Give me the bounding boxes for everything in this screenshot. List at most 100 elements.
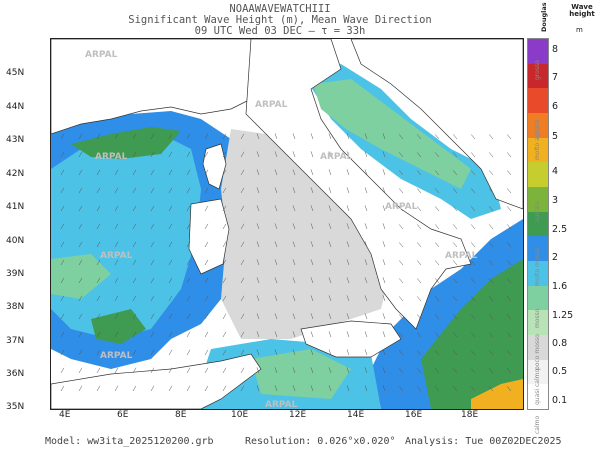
- wave-arrow: [434, 224, 440, 230]
- italian-peninsula: [245, 39, 472, 330]
- wave-arrow: [398, 368, 404, 374]
- wave-arrow: [310, 385, 314, 392]
- wave-arrow: [382, 169, 386, 176]
- wave-arrow: [382, 259, 386, 266]
- wave-arrow: [328, 151, 332, 158]
- wave-arrow: [60, 187, 65, 194]
- wave-arrow: [204, 385, 209, 392]
- wave-arrow: [186, 349, 191, 356]
- wave-arrow: [204, 349, 209, 356]
- legend-color-band: [528, 310, 548, 335]
- corsica: [202, 143, 227, 190]
- wave-arrow: [346, 295, 350, 302]
- lon-label: 10E: [231, 410, 249, 420]
- wave-arrow: [114, 313, 119, 320]
- legend-value: 2: [552, 252, 559, 263]
- wave-arrow: [398, 296, 404, 302]
- wave-arrow: [416, 188, 422, 194]
- wave-arrow: [204, 223, 209, 230]
- wave-arrow: [96, 367, 101, 374]
- wave-arrow: [346, 259, 350, 266]
- legend-color-band: [528, 63, 548, 89]
- wave-arrow: [168, 205, 173, 212]
- wave-arrow: [506, 224, 512, 230]
- wave-arrow: [310, 151, 314, 158]
- wave-arrow: [150, 367, 155, 374]
- wave-arrow: [470, 224, 476, 230]
- north-africa: [51, 353, 262, 409]
- legend-value: 4: [552, 166, 559, 177]
- wave-arrow: [506, 296, 512, 302]
- wave-arrow: [78, 151, 83, 158]
- wave-arrow: [78, 259, 83, 266]
- model-info: Model: ww3ita_2025120200.grb: [45, 436, 214, 447]
- wave-arrow: [506, 134, 512, 140]
- wave-arrow: [256, 169, 260, 176]
- legend-value: 6: [552, 101, 559, 112]
- wave-arrow: [240, 349, 245, 356]
- wave-arrow: [78, 295, 83, 302]
- wave-arrow: [452, 188, 458, 194]
- wave-arrow: [292, 151, 296, 158]
- wave-arrow: [328, 331, 332, 338]
- wave-arrow: [114, 349, 119, 356]
- wave-arrow: [114, 331, 119, 338]
- wave-arrow: [222, 133, 227, 140]
- wave-arrow: [416, 386, 422, 392]
- wave-arrow: [382, 367, 386, 374]
- wave-arrow: [274, 205, 278, 212]
- wave-arrow: [274, 295, 278, 302]
- legend-color-band: [528, 211, 548, 237]
- wave-arrow: [132, 187, 137, 194]
- wave-arrow: [168, 151, 173, 158]
- wave-arrow: [240, 313, 245, 320]
- wave-arrow: [398, 134, 404, 140]
- wave-arrow: [416, 170, 422, 176]
- wave-arrow: [222, 205, 227, 212]
- wave-arrow: [292, 187, 296, 194]
- wave-arrow: [150, 259, 155, 266]
- wave-arrow: [398, 278, 404, 284]
- wave-arrow: [382, 205, 386, 212]
- wave-arrow: [78, 385, 83, 392]
- wave-arrow: [364, 277, 368, 284]
- wave-arrow: [434, 314, 440, 320]
- wave-arrow: [274, 313, 278, 320]
- wave-arrow: [328, 367, 332, 374]
- wave-arrow: [150, 223, 155, 230]
- wave-arrow: [274, 133, 278, 140]
- wave-arrow: [222, 277, 227, 284]
- wave-arrow: [150, 151, 155, 158]
- wave-arrow: [96, 295, 101, 302]
- lon-label: 14E: [347, 410, 365, 420]
- wave-arrow: [132, 367, 137, 374]
- wave-arrow: [452, 350, 458, 356]
- wave-arrow: [78, 223, 83, 230]
- wave-arrow: [328, 223, 332, 230]
- wave-arrow: [114, 223, 119, 230]
- ionian-swell-zone: [421, 259, 523, 409]
- wave-arrow: [168, 223, 173, 230]
- wave-arrow: [240, 385, 245, 392]
- wave-arrow: [132, 349, 137, 356]
- wave-arrow: [382, 349, 386, 356]
- wave-arrow: [470, 152, 476, 158]
- wave-arrow: [398, 350, 404, 356]
- wave-arrow: [434, 134, 440, 140]
- legend-color-band: [528, 113, 548, 138]
- legend-value: 2.5: [552, 224, 568, 235]
- wave-arrow: [132, 313, 137, 320]
- legend-color-band: [528, 384, 548, 409]
- wave-arrow: [506, 314, 512, 320]
- legend-color-band: [528, 187, 548, 212]
- lat-label: 37N: [6, 336, 25, 346]
- wave-arrow: [204, 313, 209, 320]
- wave-arrow: [434, 152, 440, 158]
- legend-value: 3: [552, 195, 559, 206]
- wave-arrow: [506, 206, 512, 212]
- wave-arrow: [434, 368, 440, 374]
- wave-arrow: [274, 331, 278, 338]
- wave-arrow: [186, 313, 191, 320]
- lon-label: 12E: [289, 410, 307, 420]
- wave-arrow: [346, 385, 350, 392]
